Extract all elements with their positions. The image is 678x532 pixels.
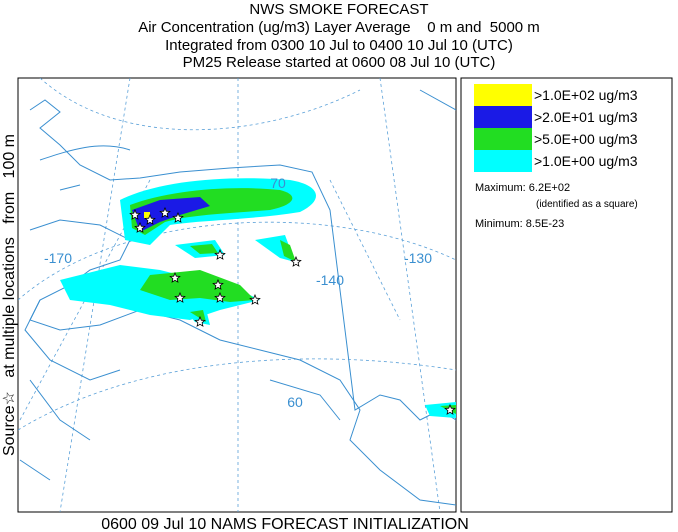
map: -170 70 -140 -130 60 bbox=[17, 77, 457, 513]
map-label: -170 bbox=[44, 250, 72, 266]
legend-swatch bbox=[474, 150, 532, 172]
source-star bbox=[444, 403, 456, 415]
footer: 0600 09 Jul 10 NAMS FORECAST INITIALIZAT… bbox=[101, 516, 469, 532]
source-star bbox=[134, 221, 146, 233]
source-star bbox=[172, 211, 184, 223]
minimum: Minimum: 8.5E-23 bbox=[475, 218, 564, 230]
source-star bbox=[144, 213, 156, 225]
source-stars bbox=[129, 206, 456, 415]
subtitle: PM25 Release started at 0600 08 Jul 10 (… bbox=[183, 54, 496, 71]
subtitle: Integrated from 0300 10 Jul to 0400 10 J… bbox=[165, 37, 513, 54]
coastline bbox=[19, 299, 341, 481]
legend-label: >1.0E+00 ug/m3 bbox=[534, 153, 638, 169]
maximum-note: (identified as a square) bbox=[536, 199, 638, 210]
smoke-max bbox=[144, 212, 150, 218]
map-label: -130 bbox=[404, 250, 432, 266]
title: NWS SMOKE FORECAST bbox=[249, 1, 428, 18]
legend-label: >1.0E+02 ug/m3 bbox=[534, 87, 638, 103]
legend-label: >2.0E+01 ug/m3 bbox=[534, 109, 638, 125]
source-star bbox=[249, 293, 261, 305]
smoke-plume bbox=[140, 270, 255, 302]
source-star bbox=[169, 271, 181, 283]
subtitle: Air Concentration (ug/m3) Layer Average … bbox=[138, 19, 540, 36]
legend-swatch bbox=[474, 128, 532, 150]
legend: >1.0E+02 ug/m3 >2.0E+01 ug/m3 >5.0E+00 ug/… bbox=[460, 77, 673, 513]
source-star bbox=[214, 248, 226, 260]
legend-swatch bbox=[474, 106, 532, 128]
map-label: 60 bbox=[287, 394, 303, 410]
side-label: Source☆ at multiple locations from 100 m bbox=[1, 134, 18, 456]
map-label: 70 bbox=[270, 175, 286, 191]
source-star bbox=[129, 208, 141, 220]
source-star bbox=[194, 315, 206, 327]
coastline bbox=[29, 99, 456, 421]
source-star bbox=[290, 255, 302, 267]
coastline bbox=[39, 89, 456, 191]
source-star bbox=[212, 278, 224, 290]
legend-items: >1.0E+02 ug/m3 >2.0E+01 ug/m3 >5.0E+00 ug/… bbox=[474, 84, 638, 172]
legend-swatch bbox=[474, 84, 532, 106]
source-star bbox=[159, 206, 171, 218]
source-star bbox=[214, 291, 226, 303]
legend-label: >5.0E+00 ug/m3 bbox=[534, 131, 638, 147]
map-label: -140 bbox=[316, 272, 344, 288]
source-star bbox=[174, 291, 186, 303]
maximum: Maximum: 6.2E+02 bbox=[475, 182, 570, 194]
